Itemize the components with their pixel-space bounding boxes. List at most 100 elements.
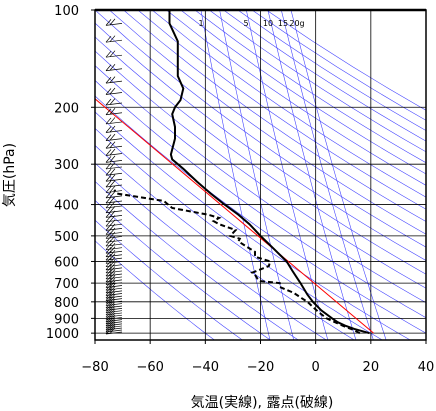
dry-adiabat — [194, 10, 426, 164]
wind-barb — [105, 166, 123, 170]
dewpoint-line — [113, 189, 361, 335]
x-tick-label: 0 — [312, 360, 320, 375]
y-tick-label: 200 — [54, 101, 79, 116]
wind-barb — [105, 247, 112, 254]
dry-adiabat — [109, 10, 426, 235]
dry-adiabat — [123, 10, 426, 222]
wind-barb — [105, 272, 112, 280]
wind-barb — [105, 88, 112, 95]
wind-barb — [105, 35, 112, 43]
y-tick-label: 900 — [54, 312, 79, 327]
dry-adiabat — [95, 50, 426, 289]
wind-barb — [109, 327, 116, 334]
wind-barb — [105, 175, 112, 182]
wind-barb — [105, 236, 112, 243]
dry-adiabat — [137, 10, 426, 210]
x-tick-label: 20 — [363, 360, 380, 375]
x-tick-label: −40 — [192, 360, 219, 375]
y-axis-title: 気圧(hPa) — [2, 143, 18, 207]
wind-barb — [105, 247, 123, 251]
wind-barb — [105, 184, 123, 188]
wind-barb — [105, 294, 112, 301]
wind-barb — [105, 329, 123, 333]
wind-barb — [105, 200, 123, 204]
mixing-ratio-line — [267, 10, 357, 340]
wind-barb — [109, 50, 116, 57]
wind-barb — [105, 283, 112, 291]
wind-barb — [105, 327, 112, 335]
dry-adiabat — [166, 10, 426, 186]
wind-barb — [105, 315, 112, 322]
wind-barb — [105, 310, 112, 318]
wind-barb — [105, 239, 112, 247]
wind-barb — [109, 259, 116, 267]
wind-barb — [105, 281, 112, 288]
x-tick-label: −20 — [247, 360, 274, 375]
wind-barb — [105, 243, 123, 247]
wind-barb — [109, 196, 116, 203]
wind-barb — [105, 263, 112, 271]
wind-barb — [105, 80, 123, 84]
wind-barb — [105, 228, 112, 235]
wind-barb — [105, 160, 123, 163]
mixing-ratio-label: 1 — [198, 19, 203, 28]
wind-barb — [105, 64, 112, 71]
wind-barb — [105, 186, 112, 193]
wind-barb — [105, 39, 123, 43]
mixing-ratio-line — [290, 10, 387, 340]
wind-barb — [105, 250, 123, 254]
wind-barb — [109, 256, 116, 264]
wind-barb — [105, 224, 112, 231]
wind-barb — [105, 130, 123, 133]
mixing-ratio-line — [219, 10, 294, 340]
wind-barb — [105, 19, 112, 26]
wind-barb — [109, 87, 116, 95]
wind-barb — [109, 296, 116, 303]
wind-barb — [105, 196, 112, 204]
wind-barb — [109, 293, 116, 301]
wind-barb — [105, 76, 112, 84]
wind-barb — [109, 191, 116, 198]
wind-barb — [105, 232, 112, 239]
reference-line — [95, 98, 374, 334]
wind-barb — [105, 178, 123, 182]
x-axis-ticks: −80 −60 −40 −20 0 20 40 — [81, 340, 434, 375]
wind-barb — [105, 321, 112, 329]
wind-barb — [105, 257, 112, 264]
wind-barb — [109, 180, 116, 187]
wind-barb — [105, 325, 112, 333]
wind-barb — [105, 323, 112, 331]
red-reference-line — [95, 98, 374, 334]
dry-adiabat — [95, 127, 383, 340]
wind-barb — [105, 286, 112, 294]
wind-barb — [105, 145, 123, 149]
wind-barb — [105, 250, 112, 257]
wind-barb — [105, 172, 123, 176]
wind-barb — [109, 125, 116, 133]
wind-barb — [105, 153, 123, 156]
wind-barb — [105, 126, 112, 133]
wind-barb — [105, 211, 112, 218]
wind-barb — [109, 18, 116, 26]
y-tick-label: 400 — [54, 199, 79, 214]
x-tick-label: −80 — [81, 360, 108, 375]
mixing-ratio-line — [246, 10, 329, 340]
wind-barb — [109, 277, 116, 285]
x-tick-label: −60 — [136, 360, 163, 375]
wind-barb — [109, 76, 116, 83]
wind-barb — [105, 319, 112, 327]
x-axis-title: 気温(実線), 露点(破線) — [191, 395, 334, 411]
wind-barb — [105, 54, 123, 58]
wind-barb — [105, 317, 112, 324]
wind-barb — [105, 121, 123, 125]
y-tick-label: 700 — [54, 277, 79, 292]
wind-barb — [105, 142, 112, 149]
wind-barb — [109, 301, 116, 308]
wind-barb — [109, 272, 116, 279]
wind-barb — [109, 269, 116, 276]
dry-adiabat — [95, 22, 426, 261]
dry-adiabat — [95, 95, 426, 334]
dry-adiabat — [95, 219, 243, 340]
